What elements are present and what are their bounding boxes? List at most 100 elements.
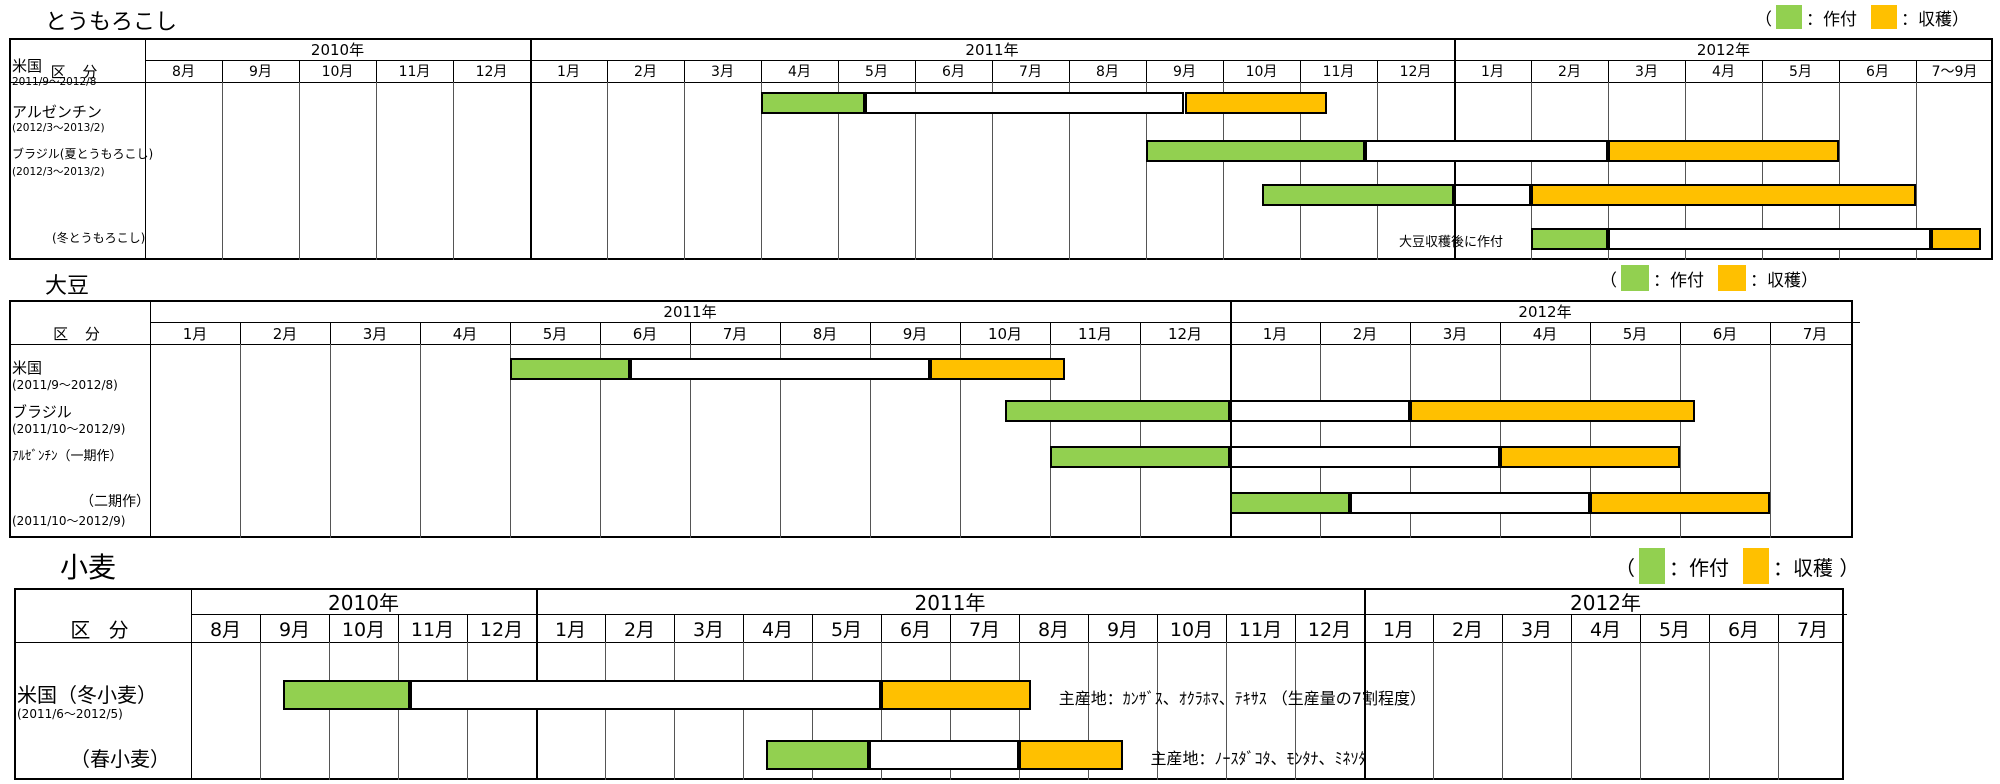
month-divider-line [376, 60, 377, 82]
growing-bar [864, 92, 1185, 114]
month-divider-line [881, 614, 882, 642]
month-divider-line [453, 60, 454, 82]
month-divider-line [329, 614, 330, 642]
header-bottom-divider [14, 642, 1844, 643]
label-column-divider [145, 38, 146, 260]
month-divider-line [330, 322, 331, 344]
month-divider-line [1571, 614, 1572, 642]
month-header: 12月 [1399, 64, 1432, 80]
month-grid-line [1640, 642, 1641, 780]
year-header: 2011年 [965, 40, 1019, 59]
month-header: 2月 [623, 618, 656, 641]
month-grid-line [1770, 344, 1771, 538]
legend-open-paren: （ [1615, 555, 1635, 580]
month-header: 4月 [1532, 324, 1558, 343]
month-header: 4月 [761, 618, 794, 641]
month-grid-line [376, 82, 377, 260]
month-grid-line [1502, 642, 1503, 780]
month-grid-line [1050, 344, 1051, 538]
month-header: 11月 [410, 618, 455, 641]
month-header: 12月 [475, 64, 508, 80]
month-grid-line [1377, 82, 1378, 260]
row-sublabel: 2011/9〜2012/8 [12, 76, 97, 88]
month-grid-line [605, 642, 606, 780]
month-grid-line [1230, 344, 1232, 538]
month-grid-line [510, 344, 511, 538]
month-header: 3月 [1442, 324, 1468, 343]
month-header: 10月 [1169, 618, 1214, 641]
harvest-bar [1184, 92, 1327, 114]
month-divider-line [1050, 322, 1051, 344]
month-grid-line [600, 344, 601, 538]
year-header: 2012年 [1518, 302, 1572, 321]
month-header: 8月 [172, 64, 195, 80]
month-header: 6月 [1712, 324, 1738, 343]
month-grid-line [1500, 344, 1501, 538]
month-divider-line [1500, 322, 1501, 344]
growing-bar [409, 680, 881, 710]
legend-open-paren: （ [1755, 9, 1772, 30]
month-divider-line [960, 322, 961, 344]
month-divider-line [674, 614, 675, 642]
month-divider-line [950, 614, 951, 642]
month-divider-line [1223, 60, 1224, 82]
month-header: 8月 [1037, 618, 1070, 641]
month-divider-line [1680, 322, 1681, 344]
month-divider-line [1088, 614, 1089, 642]
growing-bar [869, 740, 1019, 770]
legend-harvest-label: ：収穫 ） [1773, 555, 1860, 580]
month-header: 1月 [1481, 64, 1504, 80]
row-label: （春小麦） [70, 747, 170, 771]
month-header: 12月 [1167, 324, 1203, 343]
month-header: 6月 [632, 324, 658, 343]
row-note: 主産地：ｶﾝｻﾞｽ、ｵｸﾗﾎﾏ、ﾃｷｻｽ （生産量の7割程度） [1058, 689, 1426, 708]
month-divider-line [838, 60, 839, 82]
month-divider-line [1839, 60, 1840, 82]
row-label: 米国（冬小麦） [17, 683, 157, 707]
row-label: ブラジル(夏とうもろこし) [12, 147, 154, 161]
month-header: 5月 [830, 618, 863, 641]
month-divider-line [1770, 322, 1771, 344]
planting-bar [282, 680, 410, 710]
month-divider-line [1709, 614, 1710, 642]
month-header: 2月 [634, 64, 657, 80]
section-title: 大豆 [45, 274, 90, 299]
month-grid-line [780, 344, 781, 538]
month-grid-line [743, 642, 744, 780]
growing-bar [1230, 446, 1500, 468]
month-grid-line [260, 642, 261, 780]
month-grid-line [1069, 82, 1070, 260]
planting-bar [765, 740, 870, 770]
month-header: 6月 [1727, 618, 1760, 641]
month-grid-line [420, 344, 421, 538]
harvest-bar [1410, 400, 1696, 422]
month-header: 1月 [1262, 324, 1288, 343]
harvest-bar [930, 358, 1066, 380]
planting-bar [1230, 492, 1350, 514]
year-header: 2012年 [1570, 590, 1641, 615]
month-header: 8月 [812, 324, 838, 343]
row-label: 米国 [12, 359, 43, 377]
row-label: アルゼンチン [12, 103, 102, 121]
month-grid-line [299, 82, 300, 260]
row-sublabel: (2012/3〜2013/2) [12, 166, 105, 178]
month-header: 4月 [788, 64, 811, 80]
section-title: 小麦 [60, 551, 117, 584]
month-grid-line [398, 642, 399, 780]
month-grid-line [453, 82, 454, 260]
month-header: 2月 [1352, 324, 1378, 343]
month-grid-line [761, 82, 762, 260]
month-grid-line [1019, 642, 1020, 780]
row-sublabel: (2012/3〜2013/2) [12, 122, 105, 134]
month-header: 12月 [479, 618, 524, 641]
month-divider-line [1502, 614, 1503, 642]
month-header: 4月 [1589, 618, 1622, 641]
month-header: 7月 [722, 324, 748, 343]
growing-bar [1454, 184, 1531, 206]
month-grid-line [812, 642, 813, 780]
month-divider-line [222, 60, 223, 82]
planting-bar [1531, 228, 1608, 250]
month-grid-line [1916, 82, 1917, 260]
month-divider-line [690, 322, 691, 344]
